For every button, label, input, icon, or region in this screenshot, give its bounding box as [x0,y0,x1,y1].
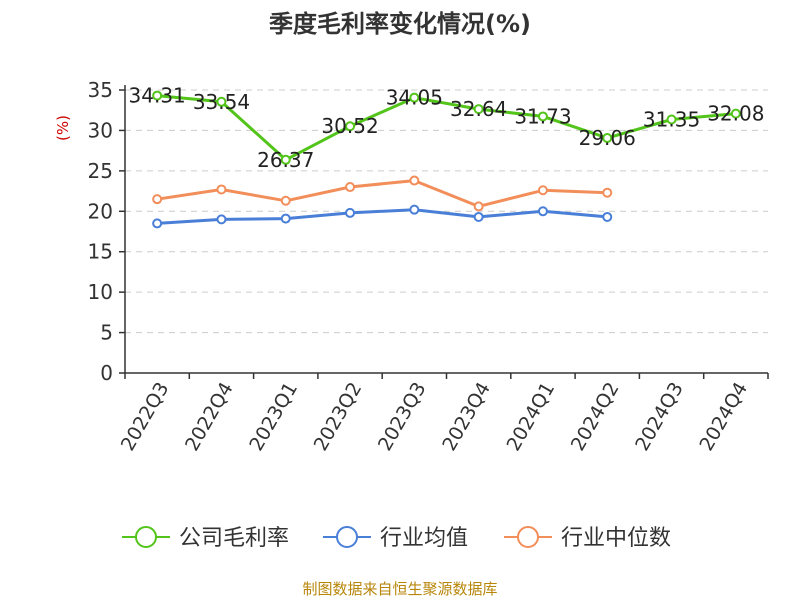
data-label: 34.31 [129,84,186,108]
data-label: 26.37 [257,148,314,172]
data-point [602,211,613,222]
data-point [473,201,484,212]
legend-marker [517,526,539,548]
legend-item: 行业均值 [323,526,468,551]
data-labels: 34.31 33.54 26.37 30.52 34.05 32.64 31.73 29.06… [129,84,765,172]
legend: 公司毛利率 行业均值 行业中位数 [122,526,671,551]
series-lines [152,90,741,229]
data-point [152,218,163,229]
y-tick-label: 15 [88,240,113,264]
data-point [730,108,741,119]
legend-item: 公司毛利率 [122,526,289,551]
data-point [409,204,420,215]
y-tick-label: 0 [100,361,113,385]
x-tick-label: 2024Q2 [567,379,624,455]
data-point [216,184,227,195]
legend-label: 行业均值 [380,526,468,551]
data-point [537,185,548,196]
data-point [473,104,484,115]
data-label: 29.06 [579,126,636,150]
series-line [157,208,608,225]
source-note: 制图数据来自恒生聚源数据库 [302,580,497,598]
data-point [280,154,291,165]
series-1 [152,204,613,229]
legend-label: 公司毛利率 [179,526,289,551]
y-tick-label: 35 [88,78,113,102]
data-point [602,187,613,198]
data-point [602,133,613,144]
x-tick-label: 2024Q4 [695,379,752,455]
legend-label: 行业中位数 [561,526,671,551]
data-point [280,213,291,224]
series-line [156,179,608,208]
x-tick-label: 2024Q1 [503,379,560,455]
x-tick-label: 2024Q3 [631,379,688,455]
data-label: 34.05 [386,86,443,110]
series-2 [152,175,613,212]
data-point [345,207,356,218]
data-point [152,194,163,205]
x-tick-label: 2022Q3 [117,379,174,455]
y-tick-label: 30 [88,118,113,142]
data-point [409,175,420,186]
data-label: 31.73 [514,104,571,128]
y-tick-label: 10 [88,280,113,304]
series-line [157,94,737,162]
data-label: 30.52 [321,114,378,138]
data-label: 32.64 [450,97,507,121]
x-tick-label: 2023Q1 [245,379,302,455]
y-tick-label: 5 [100,321,113,345]
x-tick-label: 2023Q2 [310,379,367,455]
legend-marker [135,526,157,548]
data-label: 31.35 [643,108,700,132]
data-point [216,96,227,107]
x-tick-label: 2023Q4 [438,379,495,455]
data-point [345,121,356,132]
x-tick-label: 2023Q3 [374,379,431,455]
y-axis-label: (%) [54,115,72,141]
legend-item: 行业中位数 [504,526,671,551]
data-point [216,214,227,225]
data-point [409,92,420,103]
data-label: 32.08 [707,102,764,126]
grid-lines [125,89,768,334]
data-point [280,195,291,206]
chart-title: 季度毛利率变化情况(%) [269,10,531,38]
data-label: 33.54 [193,90,250,114]
data-point [473,211,484,222]
data-point [345,182,356,193]
data-point [537,111,548,122]
y-tick-label: 20 [88,199,113,223]
data-point [537,206,548,217]
legend-marker [336,526,358,548]
series-0 [152,90,741,165]
x-tick-label: 2022Q4 [181,379,238,455]
y-tick-label: 25 [88,159,113,183]
data-point [152,90,163,101]
data-point [666,114,677,125]
